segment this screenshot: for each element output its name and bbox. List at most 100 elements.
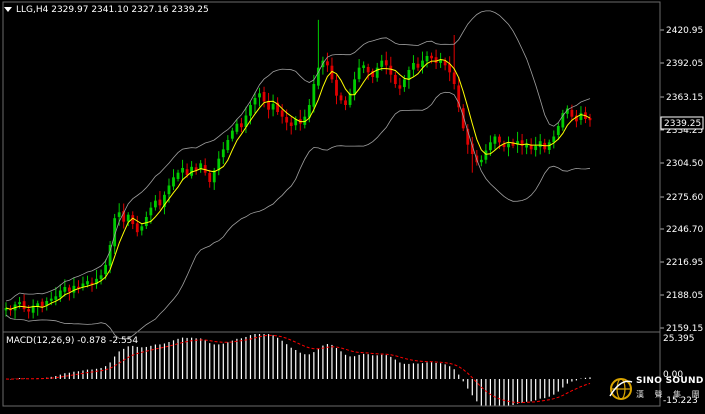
chart-frame bbox=[2, 1, 661, 407]
candle-body bbox=[40, 301, 44, 307]
candle-body bbox=[249, 105, 252, 116]
candle-body bbox=[353, 79, 356, 95]
price-tick-label: 2334.25 bbox=[666, 126, 703, 136]
candle-body bbox=[49, 298, 53, 301]
candle-body bbox=[380, 60, 384, 67]
candle-body bbox=[570, 109, 574, 117]
current-price-box bbox=[660, 116, 704, 130]
candle-body bbox=[443, 60, 447, 66]
candle-body bbox=[176, 172, 180, 179]
symbol-header: LLG,H4 2329.97 2341.10 2327.16 2339.25 bbox=[16, 5, 209, 15]
price-axis: 2420.95 2392.05 2363.15 2334.25 2304.50 2275.… bbox=[660, 26, 704, 406]
candle-body bbox=[63, 287, 67, 292]
candle-body bbox=[18, 302, 21, 305]
candle-body bbox=[466, 128, 470, 145]
candle-body bbox=[31, 305, 35, 313]
macd-header: MACD(12,26,9) -0.878 -2.554 bbox=[6, 336, 138, 346]
collapse-arrow-icon[interactable] bbox=[4, 7, 12, 12]
macd-signal-value: -2.554 bbox=[109, 336, 139, 346]
logo-brand: SINO SOUND bbox=[636, 376, 704, 386]
candle-body bbox=[507, 143, 510, 148]
candle-body bbox=[144, 217, 148, 227]
candle-body bbox=[190, 166, 194, 176]
candle-body bbox=[547, 142, 551, 150]
candle-body bbox=[126, 214, 130, 222]
candle-body bbox=[529, 145, 533, 150]
candle-body bbox=[344, 100, 347, 106]
price-tick-label: 2246.70 bbox=[666, 225, 703, 235]
candle-body bbox=[45, 301, 49, 306]
candle-body bbox=[294, 119, 298, 126]
candle-body bbox=[108, 245, 112, 266]
candle-body bbox=[253, 98, 257, 105]
candle-body bbox=[484, 150, 488, 160]
candle-body bbox=[181, 168, 184, 173]
candle-body bbox=[520, 140, 524, 146]
candle-body bbox=[240, 123, 243, 128]
candle-body bbox=[416, 63, 420, 68]
macd-tick-label: 0.00 bbox=[663, 370, 683, 380]
price-pane bbox=[4, 10, 592, 340]
candle-body bbox=[262, 91, 266, 102]
logo-subtitle: 漢 聲 集 團 bbox=[636, 390, 704, 399]
candle-body bbox=[366, 66, 370, 73]
candle-body bbox=[439, 59, 443, 63]
candle-body bbox=[267, 100, 270, 110]
candle-body bbox=[502, 143, 506, 148]
moving-average bbox=[5, 58, 591, 310]
candle-body bbox=[226, 140, 230, 151]
candle-body bbox=[479, 159, 483, 163]
candle-body bbox=[194, 167, 198, 171]
candle-body bbox=[556, 126, 560, 135]
candle-body bbox=[461, 108, 465, 129]
candle-body bbox=[303, 116, 307, 125]
candle-body bbox=[312, 84, 316, 107]
macd-tick-label: -15.223 bbox=[663, 396, 698, 406]
candle-body bbox=[235, 123, 239, 132]
candle-body bbox=[135, 223, 139, 233]
price-tick-label: 2159.15 bbox=[666, 324, 703, 334]
candle-body bbox=[113, 218, 117, 247]
candle-body bbox=[217, 158, 221, 171]
candle-body bbox=[199, 163, 203, 170]
low-value: 2327.16 bbox=[131, 5, 169, 15]
candle-body bbox=[488, 142, 492, 151]
price-tick-label: 2216.95 bbox=[666, 258, 703, 268]
symbol-label: LLG,H4 bbox=[16, 5, 49, 15]
candle-body bbox=[72, 285, 76, 293]
candle-body bbox=[271, 103, 275, 110]
candle-body bbox=[185, 169, 189, 176]
price-tick-label: 2392.05 bbox=[666, 59, 703, 69]
candle-body bbox=[289, 122, 293, 127]
macd-label: MACD(12,26,9) bbox=[6, 336, 75, 346]
candle-body bbox=[90, 282, 94, 285]
price-tick-label: 2188.05 bbox=[666, 291, 703, 301]
price-tick-label: 2275.60 bbox=[666, 193, 703, 203]
candle-body bbox=[58, 290, 62, 298]
candle-body bbox=[452, 72, 456, 85]
candle-body bbox=[412, 63, 415, 70]
candle-body bbox=[27, 309, 31, 312]
candle-body bbox=[575, 115, 578, 122]
macd-main-value: -0.878 bbox=[77, 336, 107, 346]
candle-body bbox=[117, 212, 121, 217]
high-value: 2341.10 bbox=[91, 5, 129, 15]
price-tick-label: 2363.15 bbox=[666, 93, 703, 103]
candle-body bbox=[149, 207, 153, 216]
candle-body bbox=[212, 170, 216, 183]
current-price-label: 2339.25 bbox=[664, 119, 701, 129]
candle-body bbox=[357, 67, 361, 80]
candle-body bbox=[36, 303, 40, 307]
candle-body bbox=[407, 70, 411, 80]
candle-body bbox=[140, 226, 144, 231]
candle-body bbox=[167, 185, 171, 195]
candle-body bbox=[402, 79, 406, 88]
candle-body bbox=[172, 177, 175, 187]
globe-icon bbox=[609, 378, 633, 400]
candle-body bbox=[588, 118, 592, 121]
sino-sound-logo: SINO SOUND 漢 聲 集 團 bbox=[608, 374, 703, 408]
candle-body bbox=[398, 85, 402, 89]
candle-body bbox=[389, 65, 393, 75]
